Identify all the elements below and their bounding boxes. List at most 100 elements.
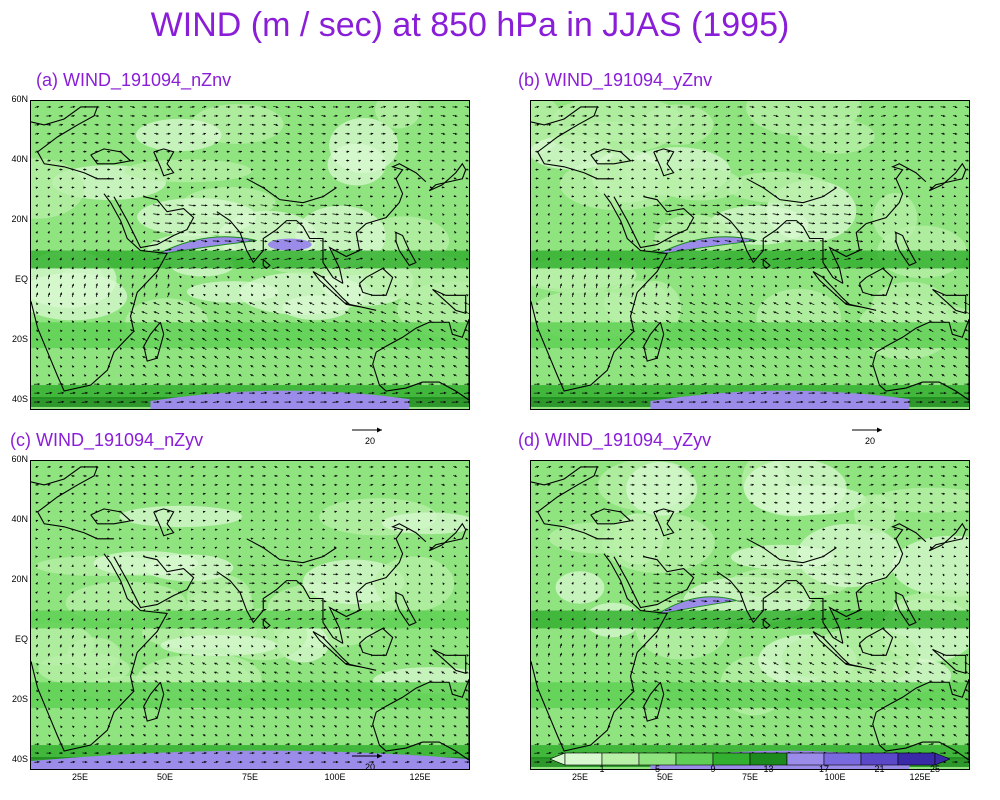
wind-vector-head: [348, 257, 352, 260]
wind-vector-head: [204, 382, 207, 386]
wind-vector-head: [406, 222, 409, 225]
wind-vector-head: [560, 150, 563, 153]
wind-vector-head: [346, 195, 349, 198]
wind-vector-head: [583, 292, 586, 295]
wind-vector-head: [166, 329, 169, 332]
wind-vector-head: [571, 195, 575, 198]
wind-vector-head: [95, 168, 99, 171]
wind-vector-head: [773, 302, 776, 305]
wind-vector-head: [394, 177, 397, 180]
wind-vector-head: [786, 168, 790, 171]
wind-vector-head: [180, 382, 183, 386]
wind-vector-head: [262, 177, 266, 180]
wind-vector-head: [227, 168, 230, 171]
wind-vector-head: [571, 204, 574, 208]
wind-vector-head: [153, 311, 157, 314]
wind-vector-head: [809, 320, 812, 323]
wind-vector-head: [382, 267, 386, 270]
wind-vector-head: [895, 382, 899, 386]
wind-vector-head: [583, 204, 586, 207]
wind-vector-head: [702, 195, 706, 198]
wind-vector-head: [761, 364, 765, 368]
wind-vector-head: [300, 400, 304, 404]
wind-vector-head: [763, 168, 766, 171]
wind-vector-head: [954, 222, 957, 225]
wind-vector-head: [405, 356, 408, 359]
wind-vector-head: [584, 132, 587, 135]
coastline: [531, 193, 668, 392]
wind-vector-head: [559, 365, 563, 368]
wind-vector-head: [83, 320, 87, 324]
wind-vector-head: [930, 195, 933, 198]
wind-vector-head: [797, 365, 801, 368]
wind-vector-head: [857, 365, 861, 368]
wind-vector-head: [560, 338, 563, 341]
wind-vector-head: [36, 132, 39, 135]
wind-vector-head: [559, 222, 562, 225]
wind-vector-head: [774, 374, 777, 377]
wind-vector-head: [217, 231, 220, 234]
wind-vector-head: [36, 114, 40, 118]
wind-vector-head: [59, 249, 62, 252]
light-speed-region: [726, 171, 830, 203]
wind-vector-head: [193, 222, 196, 225]
wind-vector-head: [630, 356, 634, 359]
wind-vector-head: [668, 114, 671, 118]
wind-vector-head: [357, 338, 360, 341]
wind-vector-head: [595, 303, 599, 306]
wind-vector-head: [942, 266, 945, 270]
wind-vector-head: [180, 114, 183, 118]
wind-vector-head: [728, 222, 732, 225]
wind-vector-head: [178, 374, 181, 377]
wind-vector-head: [836, 222, 839, 225]
wind-vector-head: [153, 302, 157, 305]
wind-vector-head: [382, 258, 386, 261]
wind-vector-head: [167, 283, 170, 287]
wind-vector-head: [941, 194, 945, 198]
wind-vector-head: [368, 302, 372, 305]
wind-vector-head: [300, 239, 304, 243]
wind-vector-head: [870, 222, 873, 225]
wind-vector-head: [404, 320, 408, 323]
wind-vector-head: [265, 239, 268, 243]
wind-vector-head: [430, 231, 433, 234]
wind-vector-head: [692, 123, 695, 127]
wind-vector-head: [178, 364, 182, 368]
wind-vector-head: [239, 285, 242, 288]
wind-vector-head: [669, 257, 672, 260]
wind-vector-head: [678, 347, 682, 350]
wind-vector-head: [907, 105, 910, 109]
wind-vector-head: [608, 105, 612, 109]
wind-vector-head: [61, 391, 64, 395]
wind-vector-head: [202, 195, 206, 198]
wind-vector-head: [430, 267, 433, 270]
wind-vector-head: [631, 150, 635, 153]
wind-vector-head: [405, 347, 408, 350]
wind-vector-head: [428, 338, 432, 341]
wind-vector-head: [274, 168, 278, 171]
wind-vector-head: [845, 329, 848, 332]
wind-vector-head: [452, 347, 456, 350]
wind-vector-head: [715, 293, 718, 297]
wind-vector-head: [930, 276, 933, 279]
wind-vector-head: [751, 159, 754, 162]
wind-vector-head: [797, 311, 800, 314]
wind-vector-head: [607, 248, 610, 252]
wind-vector-head: [191, 168, 194, 171]
wind-vector-head: [405, 329, 408, 332]
wind-vector-head: [953, 338, 956, 341]
wind-vector-head: [107, 258, 110, 261]
wind-vector-head: [583, 222, 586, 225]
wind-vector-head: [225, 302, 229, 305]
wind-vector-head: [465, 195, 469, 198]
wind-vector-head: [669, 248, 672, 252]
wind-vector-head: [620, 123, 623, 127]
wind-vector-head: [883, 382, 887, 386]
wind-vector-head: [107, 356, 111, 359]
wind-vector-head: [713, 320, 717, 323]
wind-vector-head: [680, 382, 684, 386]
wind-vector-head: [239, 294, 242, 297]
wind-vector-head: [966, 186, 969, 189]
wind-vector-head: [442, 213, 445, 216]
wind-vector-head: [395, 105, 398, 109]
